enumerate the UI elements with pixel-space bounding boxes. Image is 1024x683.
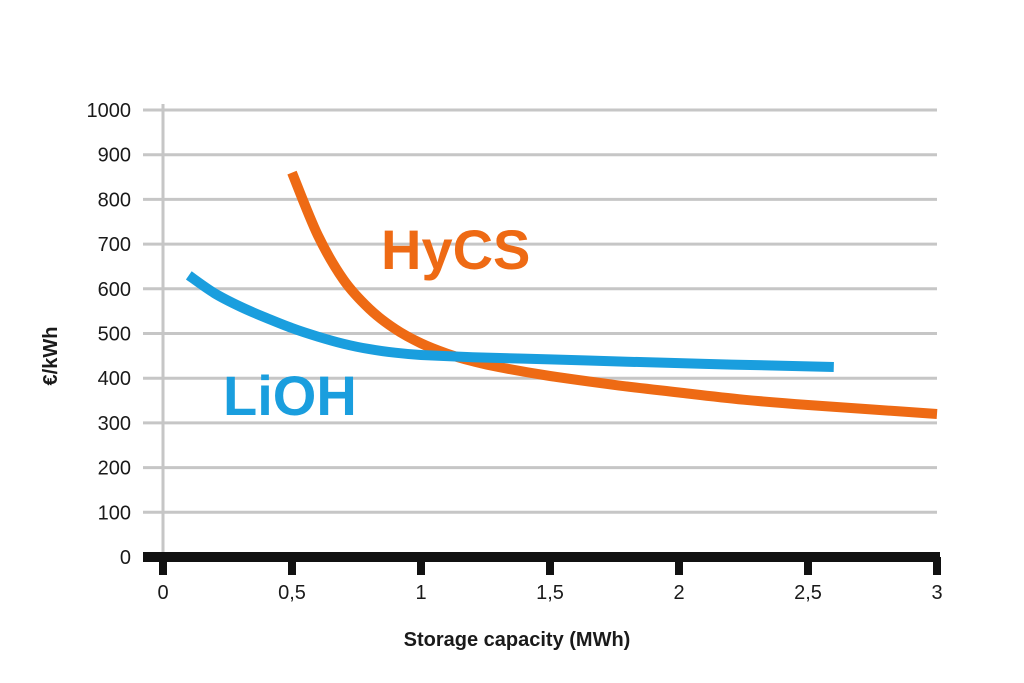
y-tick-label-700: 700: [98, 234, 131, 256]
x-axis-title: Storage capacity (MWh): [404, 629, 631, 651]
x-tick-label-2: 2: [673, 582, 684, 604]
series-label-lioh: LiOH: [223, 364, 357, 427]
y-tick-label-800: 800: [98, 189, 131, 211]
y-axis-title: €/kWh: [40, 327, 62, 386]
y-tick-label-400: 400: [98, 368, 131, 390]
x-axis: [143, 552, 941, 575]
x-tick-label-3: 3: [931, 582, 942, 604]
x-tick-label-0,5: 0,5: [278, 582, 306, 604]
y-tick-label-1000: 1000: [87, 100, 132, 122]
y-tick-label-500: 500: [98, 324, 131, 346]
y-tick-label-0: 0: [120, 547, 131, 569]
gridlines: [143, 108, 937, 514]
series-line-hycs: [287, 170, 938, 419]
series-label-hycs: HyCS: [381, 218, 530, 281]
x-tick-label-2,5: 2,5: [794, 582, 822, 604]
x-tick-label-0: 0: [157, 582, 168, 604]
series-group: [185, 170, 938, 419]
y-tick-label-200: 200: [98, 458, 131, 480]
y-tick-label-300: 300: [98, 413, 131, 435]
y-tick-label-900: 900: [98, 145, 131, 167]
y-tick-label-600: 600: [98, 279, 131, 301]
x-tick-labels: 0 0,5 1 1,5 2 2,5 3: [157, 582, 942, 604]
y-tick-labels: 0 100 200 300 400 500 600 700 800 900 1000: [87, 100, 132, 569]
x-tick-label-1,5: 1,5: [536, 582, 564, 604]
y-tick-label-100: 100: [98, 502, 131, 524]
series-line-lioh: [185, 271, 834, 372]
x-tick-label-1: 1: [415, 582, 426, 604]
